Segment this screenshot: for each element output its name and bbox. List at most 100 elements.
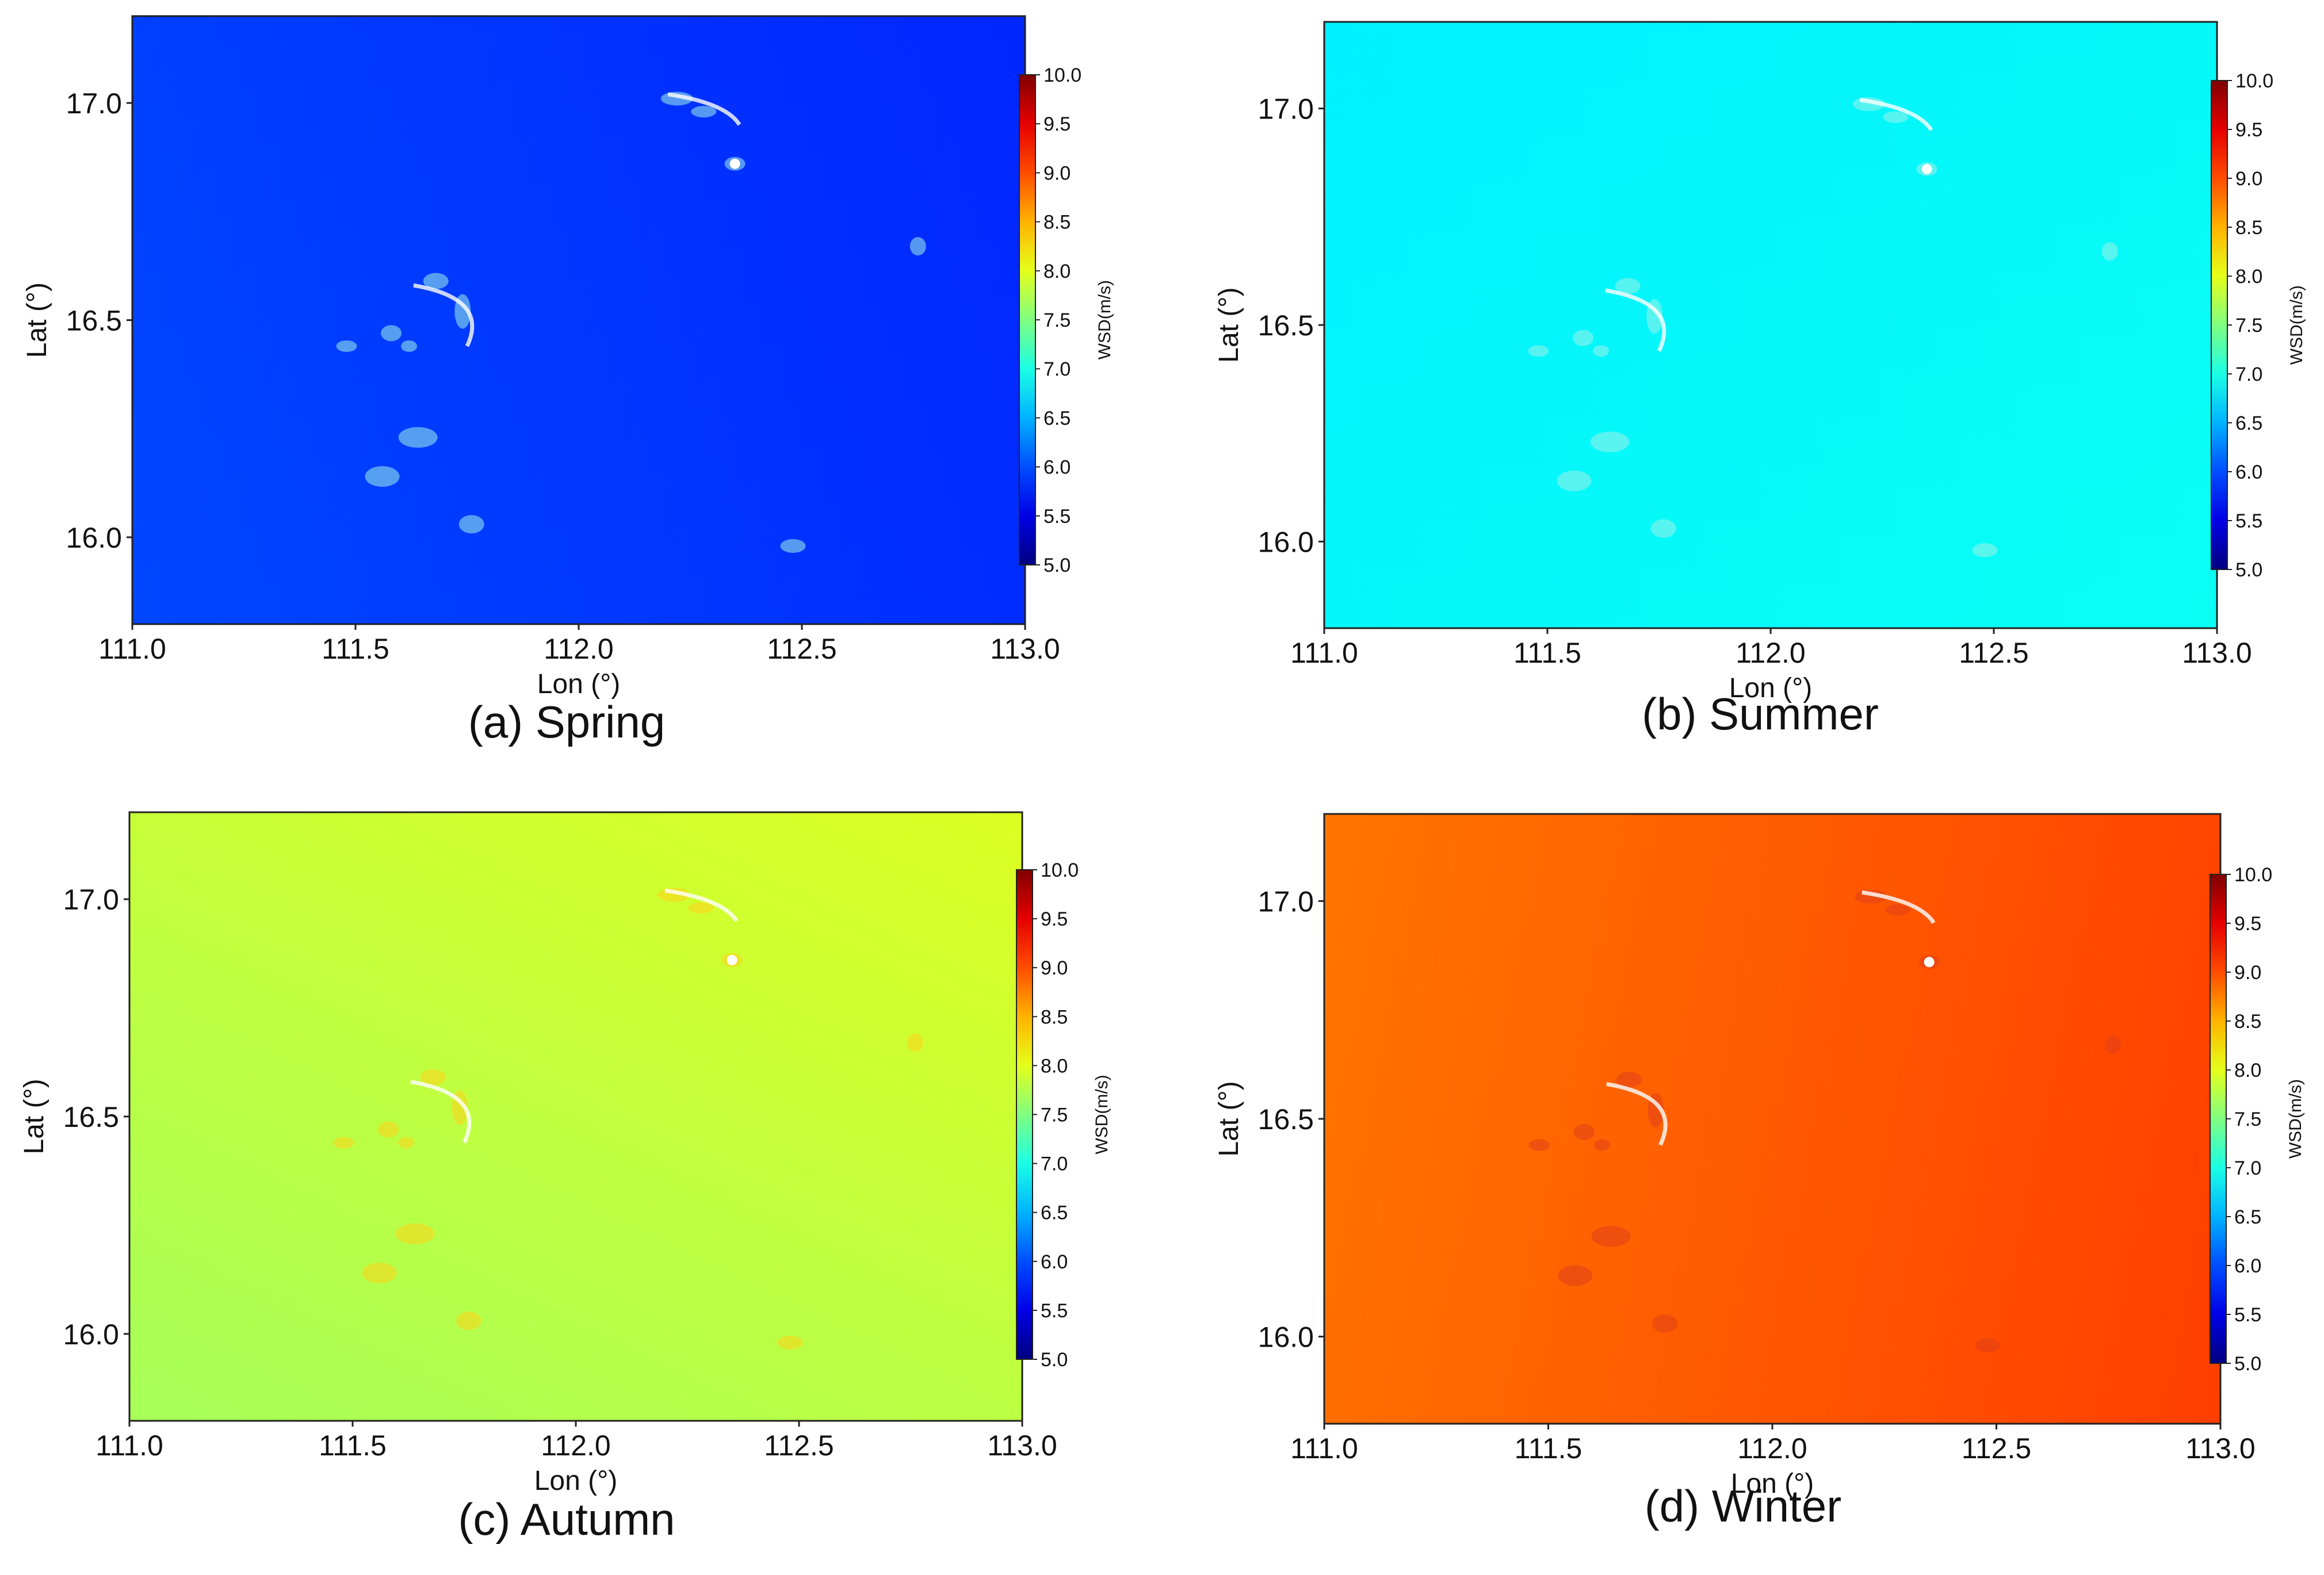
island-feature <box>423 273 449 289</box>
x-tick-label: 111.0 <box>95 1429 163 1462</box>
x-tick-label: 112.0 <box>1737 1432 1807 1465</box>
colorbar-tick-label: 6.0 <box>1041 1251 1068 1273</box>
x-tick-label: 112.0 <box>544 633 613 665</box>
colorbar <box>1016 869 1033 1360</box>
y-tick-label: 16.0 <box>1258 526 1314 558</box>
y-tick-label: 17.0 <box>1258 885 1314 918</box>
colorbar <box>1019 74 1036 565</box>
x-tick-label: 112.5 <box>1959 637 2028 669</box>
colorbar-label: WSD(m/s) <box>2286 1079 2305 1159</box>
island-feature <box>1652 1314 1678 1333</box>
island-feature <box>1593 1139 1610 1151</box>
island-highlight <box>1921 163 1932 174</box>
colorbar-label: WSD(m/s) <box>1095 280 1114 360</box>
island-feature <box>456 1312 481 1331</box>
island-feature <box>909 237 926 256</box>
island-feature <box>691 106 717 118</box>
island-feature <box>1528 1139 1550 1151</box>
island-feature <box>1558 1265 1593 1286</box>
y-tick-label: 17.0 <box>66 87 122 120</box>
heatmap-field-overlay <box>1324 22 2217 628</box>
island-highlight <box>1924 957 1935 968</box>
x-axis-label: Lon (°) <box>534 1466 618 1496</box>
colorbar-label: WSD(m/s) <box>1092 1075 1111 1154</box>
colorbar-tick-label: 7.5 <box>2235 315 2262 337</box>
island-feature <box>398 1137 415 1149</box>
island-highlight <box>729 158 740 169</box>
colorbar-tick-label: 8.5 <box>2234 1011 2261 1033</box>
x-tick-label: 111.5 <box>1515 1432 1583 1465</box>
panel-3: 111.0 111.5 112.0 112.5 113.0 16.0 16.5 17.0 Lon… <box>19 811 1111 1545</box>
island-feature <box>1590 431 1630 453</box>
island-feature <box>780 539 806 553</box>
colorbar-tick-label: 6.5 <box>2235 412 2262 434</box>
colorbar-tick-label: 7.0 <box>2235 364 2262 385</box>
y-tick-label: 16.5 <box>63 1101 119 1133</box>
island-feature <box>907 1033 923 1052</box>
y-tick-label: 16.5 <box>1258 309 1314 342</box>
panel-1: 111.0 111.5 112.0 112.5 113.0 16.0 16.5 17.0 Lon… <box>22 15 1114 747</box>
y-tick-label: 16.0 <box>66 522 122 554</box>
colorbar-tick-label: 9.0 <box>1041 957 1068 979</box>
colorbar-tick-label: 5.0 <box>2234 1353 2261 1375</box>
colorbar-tick-label: 5.5 <box>2234 1304 2261 1326</box>
atoll-ring <box>1605 288 1666 352</box>
atoll-ring <box>1606 1081 1668 1146</box>
island-highlight <box>727 954 737 965</box>
x-tick-label: 111.0 <box>98 633 166 665</box>
y-tick-label: 16.0 <box>1258 1321 1314 1354</box>
island-feature <box>1591 1226 1631 1247</box>
x-tick-label: 113.0 <box>2182 637 2252 669</box>
y-axis-label: Lat (°) <box>22 282 52 358</box>
island-feature <box>1616 1071 1642 1088</box>
island-feature <box>777 1335 803 1350</box>
panel-4: 111.0 111.5 112.0 112.5 113.0 16.0 16.5 17.0 Lon… <box>1214 813 2305 1531</box>
colorbar-tick-label: 5.5 <box>1041 1300 1068 1322</box>
island-feature <box>1557 471 1592 492</box>
heatmap-field-overlay <box>132 16 1025 624</box>
island-feature <box>401 340 418 352</box>
x-tick-label: 111.5 <box>319 1429 387 1462</box>
colorbar-label: WSD(m/s) <box>2287 285 2306 365</box>
colorbar-tick-label: 5.5 <box>1043 506 1071 527</box>
y-axis-label: Lat (°) <box>1214 1081 1244 1156</box>
x-tick-label: 113.0 <box>990 633 1060 665</box>
colorbar-tick-label: 5.0 <box>1043 555 1071 576</box>
island-feature <box>1573 330 1594 346</box>
x-tick-label: 111.0 <box>1290 1432 1358 1465</box>
colorbar-tick-label: 7.5 <box>1043 309 1071 331</box>
panel-caption: (b) Summer <box>1642 689 1879 739</box>
x-tick-label: 113.0 <box>987 1429 1057 1462</box>
atoll-ring <box>1859 98 1933 132</box>
colorbar-tick-label: 6.5 <box>1041 1202 1068 1224</box>
x-axis-label: Lon (°) <box>1731 1469 1814 1499</box>
colorbar-tick-label: 9.0 <box>2234 962 2261 984</box>
x-tick-label: 111.5 <box>322 633 389 665</box>
island-feature <box>1615 278 1641 295</box>
island-feature <box>1885 904 1911 916</box>
colorbar-tick-label: 7.0 <box>1043 358 1071 380</box>
island-feature <box>688 902 714 914</box>
colorbar-tick-label: 6.5 <box>1043 407 1071 429</box>
panel-caption: (d) Winter <box>1645 1481 1841 1531</box>
colorbar-tick-label: 8.5 <box>1041 1006 1068 1028</box>
island-feature <box>1650 519 1676 538</box>
x-tick-label: 112.5 <box>1962 1432 2031 1465</box>
colorbar-tick-label: 10.0 <box>2235 70 2273 92</box>
colorbar-tick-label: 8.5 <box>1043 212 1071 234</box>
island-feature <box>398 427 438 448</box>
panel-caption: (c) Autumn <box>458 1494 675 1545</box>
island-feature <box>362 1263 397 1284</box>
colorbar-tick-label: 7.5 <box>1041 1104 1068 1126</box>
island-feature <box>1972 543 1998 557</box>
island-feature <box>420 1069 446 1085</box>
island-feature <box>458 515 484 534</box>
colorbar-tick-label: 9.0 <box>2235 168 2262 190</box>
island-feature <box>395 1224 435 1245</box>
colorbar-tick-label: 9.5 <box>1041 908 1068 930</box>
x-tick-label: 112.0 <box>541 1429 610 1462</box>
y-tick-label: 16.5 <box>66 305 122 337</box>
island-feature <box>365 466 400 487</box>
colorbar-tick-label: 5.5 <box>2235 510 2262 532</box>
